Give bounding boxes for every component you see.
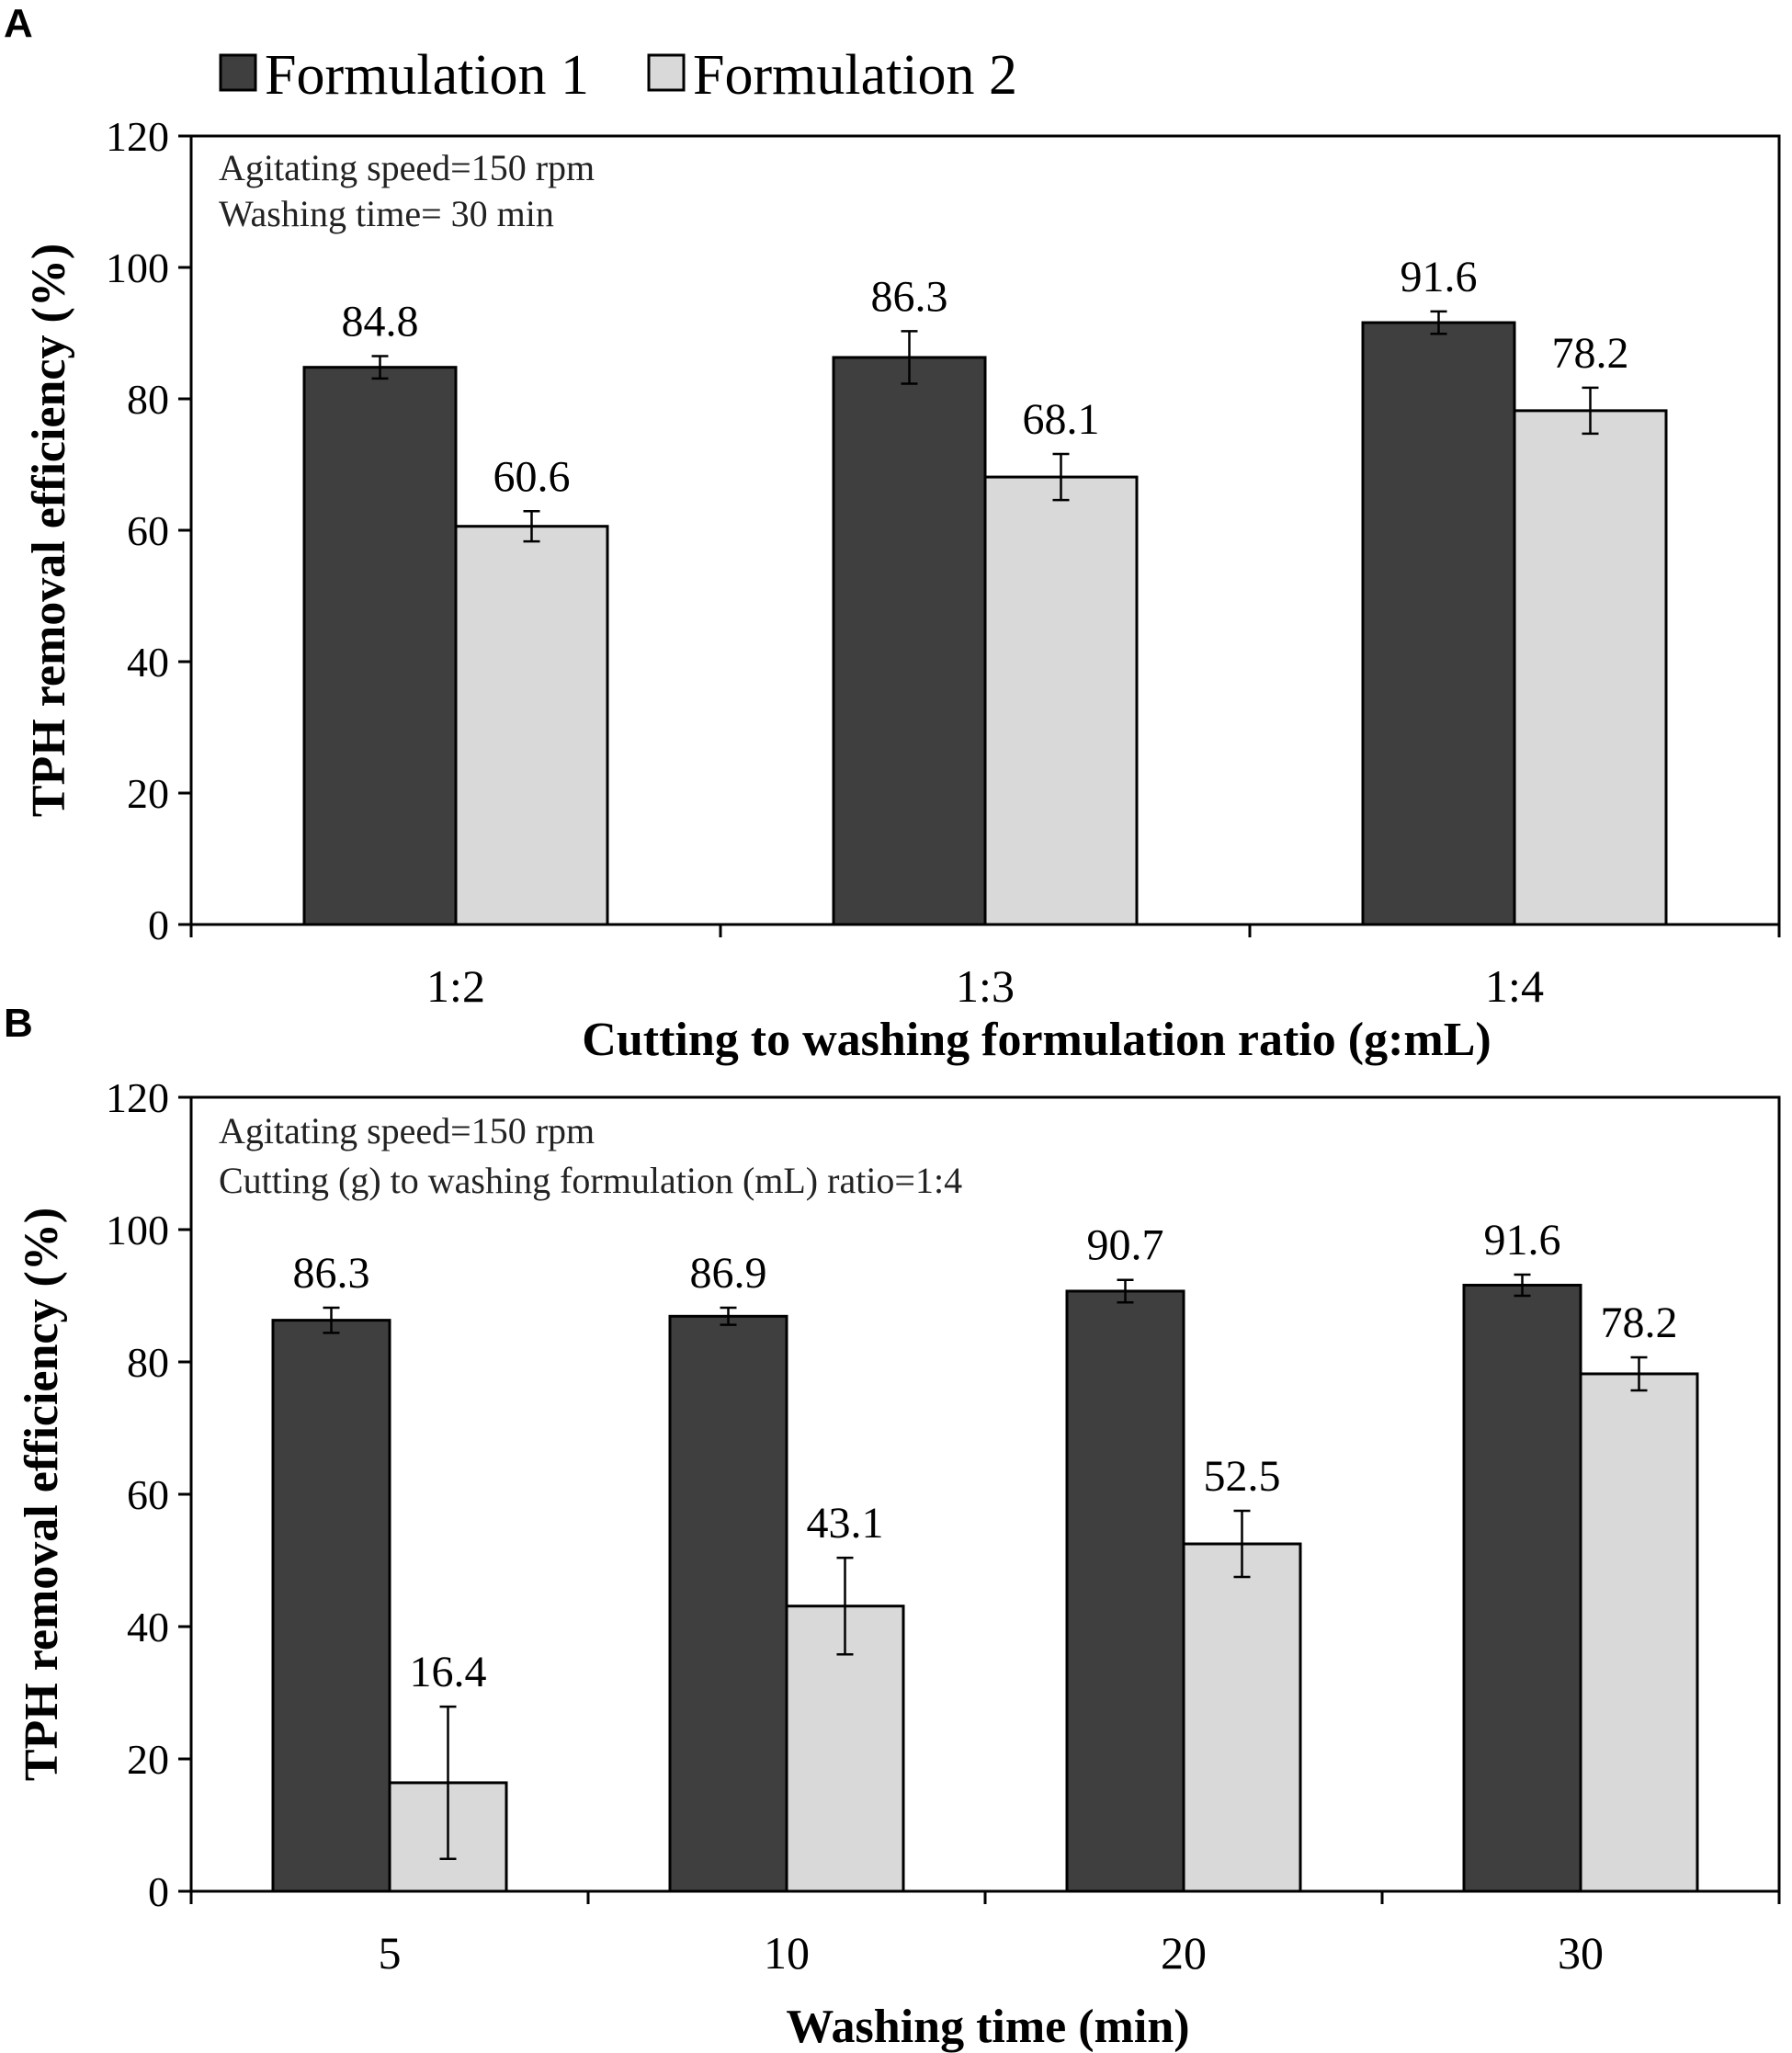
pa-category-label: 1:2 (426, 960, 485, 1012)
plot-marks-a: 0 20 40 60 80 100 120 1:2 84.8 60.6 1:3 86.3 68.1 1:4… (106, 113, 1781, 1012)
pa-category-label: 1:3 (956, 960, 1015, 1012)
pa-ytick-label: 120 (106, 113, 169, 160)
plot-marks-b: 0 20 40 60 80 100 120 5 86.3 16.4 10 86.9 43.1 20 90.7… (106, 1074, 1781, 1979)
pa-bar-formulation-2 (1513, 409, 1668, 926)
pb-bar-formulation-2 (1579, 1372, 1699, 1893)
pa-data-label: 91.6 (1401, 253, 1478, 301)
legend-swatch-formulation-1 (219, 53, 257, 92)
pb-ytick-label: 40 (127, 1604, 169, 1650)
pb-ytick-label: 0 (148, 1868, 169, 1915)
annotation-a-time: Washing time= 30 min (219, 193, 554, 234)
x-axis-label-a: Cutting to washing formulation ratio (g:… (582, 1014, 1491, 1066)
pa-data-label: 84.8 (342, 298, 419, 346)
pa-ytick-label: 20 (127, 770, 169, 817)
pa-ytick-label: 80 (127, 376, 169, 423)
pb-bar-formulation-1 (271, 1319, 391, 1893)
pb-category-label: 20 (1161, 1927, 1207, 1979)
pa-bar-formulation-1 (1361, 321, 1516, 926)
pb-ytick-label: 120 (106, 1074, 169, 1121)
pa-ytick-label: 40 (127, 639, 169, 686)
pb-category-label: 30 (1558, 1927, 1604, 1979)
pb-data-label: 16.4 (410, 1648, 487, 1696)
pb-ytick-label: 100 (106, 1207, 169, 1253)
pb-category-label: 10 (764, 1927, 810, 1979)
pa-ytick-label: 100 (106, 244, 169, 291)
pb-bar-formulation-1 (668, 1314, 788, 1893)
pa-data-label: 86.3 (871, 272, 948, 321)
pb-ytick-label: 60 (127, 1471, 169, 1518)
pb-data-label: 91.6 (1484, 1216, 1561, 1265)
pa-bar-formulation-1 (832, 356, 987, 926)
panel-letter-b: B (4, 1001, 33, 1046)
pb-bar-formulation-1 (1065, 1289, 1185, 1893)
x-axis-label-b: Washing time (min) (786, 2001, 1189, 2053)
pb-ytick-label: 20 (127, 1736, 169, 1783)
legend: Formulation 1 Formulation 2 (219, 44, 1017, 107)
pa-ytick-label: 0 (148, 902, 169, 948)
pb-bar-formulation-1 (1462, 1283, 1582, 1893)
annotation-b-speed: Agitating speed=150 rpm (219, 1110, 595, 1151)
legend-label-formulation-1: Formulation 1 (265, 44, 589, 107)
panel-a: A Agitating speed=150 rpm Washing time= … (4, 1, 1781, 1066)
panel-b: B Agitating speed=150 rpm Cutting (g) to… (4, 1001, 1781, 2053)
pa-bar-formulation-2 (454, 525, 609, 926)
pa-category-label: 1:4 (1485, 960, 1544, 1012)
pa-data-label: 60.6 (493, 452, 571, 501)
pb-data-label: 52.5 (1204, 1452, 1281, 1501)
pb-ytick-label: 80 (127, 1339, 169, 1386)
pa-data-label: 78.2 (1552, 329, 1629, 378)
pa-bar-formulation-2 (983, 475, 1139, 926)
annotation-b-ratio: Cutting (g) to washing formulation (mL) … (219, 1160, 962, 1201)
legend-label-formulation-2: Formulation 2 (693, 44, 1017, 107)
pb-category-label: 5 (379, 1927, 402, 1979)
pb-data-label: 86.3 (293, 1249, 370, 1298)
pb-bar-formulation-2 (1182, 1542, 1302, 1893)
pb-data-label: 78.2 (1601, 1299, 1678, 1347)
pb-data-label: 90.7 (1087, 1221, 1164, 1270)
pb-data-label: 43.1 (807, 1499, 884, 1548)
y-axis-label-b: TPH removal efficiency (%) (16, 1208, 68, 1781)
annotation-a-speed: Agitating speed=150 rpm (219, 147, 595, 188)
pa-ytick-label: 60 (127, 507, 169, 554)
y-axis-label-a: TPH removal efficiency (%) (23, 244, 75, 817)
pb-data-label: 86.9 (690, 1249, 767, 1298)
panel-letter-a: A (4, 1, 33, 46)
pa-bar-formulation-1 (302, 366, 458, 926)
legend-swatch-formulation-2 (647, 53, 686, 92)
pa-data-label: 68.1 (1023, 395, 1100, 444)
